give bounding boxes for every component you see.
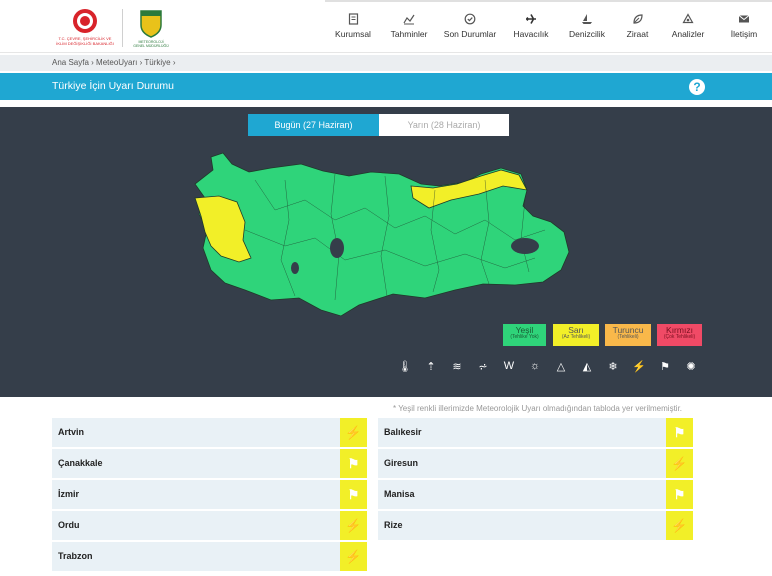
svg-text:METEOROLOJİ: METEOROLOJİ: [138, 39, 163, 44]
warning-row-trabzon[interactable]: Trabzon ⚡: [52, 542, 367, 571]
warning-row-canakkale[interactable]: Çanakkale ⚑: [52, 449, 367, 478]
lightning-icon: ⚡: [666, 511, 693, 540]
chart-icon: [403, 14, 415, 25]
document-icon: [348, 13, 358, 25]
lightning-icon: ⚡: [340, 418, 367, 447]
logo-divider: [122, 9, 123, 47]
page-title: Türkiye İçin Uyarı Durumu: [52, 80, 174, 92]
ship-icon: [582, 14, 592, 24]
svg-text:GENEL MÜDÜRLÜĞÜ: GENEL MÜDÜRLÜĞÜ: [133, 43, 169, 48]
flag-wind-icon: ⚑: [340, 480, 367, 509]
dust-icon[interactable]: ⩫: [478, 361, 488, 373]
legend-green: Yeşil (Tehlike Yok): [503, 324, 546, 346]
title-bar: Türkiye İçin Uyarı Durumu: [0, 73, 772, 100]
svg-text:T.C. ÇEVRE, ŞEHİRCİLİK VE: T.C. ÇEVRE, ŞEHİRCİLİK VE: [59, 36, 112, 41]
check-circle-icon: [464, 13, 476, 25]
storm-icon[interactable]: ✺: [686, 361, 696, 373]
flag-wind-icon[interactable]: ⚑: [660, 361, 670, 373]
turkey-warning-map[interactable]: [185, 150, 570, 325]
lightning-icon: ⚡: [340, 542, 367, 571]
snowmelt-icon[interactable]: ◭: [582, 361, 592, 373]
avalanche-icon[interactable]: △: [556, 361, 566, 373]
leaf-icon: [632, 14, 643, 24]
flag-wind-icon: ⚑: [666, 418, 693, 447]
wind-icon[interactable]: W: [503, 360, 515, 372]
lightning-icon: ⚡: [340, 511, 367, 540]
mgm-logo[interactable]: METEOROLOJİ GENEL MÜDÜRLÜĞÜ: [128, 7, 174, 49]
cold-thermometer-icon[interactable]: ⇡: [426, 361, 436, 373]
help-icon[interactable]: ?: [689, 79, 705, 95]
nav-ziraat[interactable]: Ziraat: [615, 0, 660, 53]
nav-analizler[interactable]: Analizler: [660, 0, 716, 53]
ministry-logo[interactable]: T.C. ÇEVRE, ŞEHİRCİLİK VE İKLİM DEĞİŞİKL…: [52, 7, 118, 49]
nav-kurumsal[interactable]: Kurumsal: [325, 0, 381, 53]
nav-tahminler[interactable]: Tahminler: [381, 0, 437, 53]
sun-icon[interactable]: ☼: [529, 360, 541, 372]
fog-icon[interactable]: ≋: [452, 361, 462, 373]
lightning-icon[interactable]: ⚡: [632, 361, 646, 373]
hot-thermometer-icon[interactable]: 🌡: [398, 361, 412, 373]
airplane-icon: [526, 14, 536, 24]
site-header: T.C. ÇEVRE, ŞEHİRCİLİK VE İKLİM DEĞİŞİKL…: [0, 0, 772, 53]
snow-icon[interactable]: ❄: [608, 361, 618, 373]
hazard-filter-icons: 🌡 ⇡ ≋ ⩫ W ☼ △ ◭ ❄ ⚡ ⚑ ✺: [392, 360, 704, 373]
envelope-icon: [738, 15, 750, 23]
flag-wind-icon: ⚑: [340, 449, 367, 478]
warning-row-rize[interactable]: Rize ⚡: [378, 511, 693, 540]
warning-row-manisa[interactable]: Manisa ⚑: [378, 480, 693, 509]
flag-wind-icon: ⚑: [666, 480, 693, 509]
warning-row-balikesir[interactable]: Balıkesir ⚑: [378, 418, 693, 447]
lightning-icon: ⚡: [666, 449, 693, 478]
warning-row-giresun[interactable]: Giresun ⚡: [378, 449, 693, 478]
footnote: * Yeşil renkli illerimizde Meteorolojik …: [393, 404, 683, 413]
analysis-icon: [682, 13, 694, 24]
nav-son-durumlar[interactable]: Son Durumlar: [437, 0, 503, 53]
warning-row-artvin[interactable]: Artvin ⚡: [52, 418, 367, 447]
warning-row-izmir[interactable]: İzmir ⚑: [52, 480, 367, 509]
legend-yellow: Sarı (Az Tehlikeli): [553, 324, 599, 346]
main-nav: Kurumsal Tahminler Son Durumlar Havacılı…: [325, 0, 772, 53]
breadcrumb-home[interactable]: Ana Sayfa: [52, 58, 89, 67]
breadcrumb-current[interactable]: Türkiye: [144, 58, 171, 67]
breadcrumb: Ana Sayfa › MeteoUyarı › Türkiye ›: [0, 55, 772, 71]
tab-tomorrow[interactable]: Yarın (28 Haziran): [379, 114, 509, 136]
breadcrumb-section[interactable]: MeteoUyarı: [96, 58, 138, 67]
nav-havacilik[interactable]: Havacılık: [503, 0, 559, 53]
legend-orange: Turuncu (Tehlikeli): [605, 324, 651, 346]
svg-text:İKLİM DEĞİŞİKLİĞİ BAKANLIĞI: İKLİM DEĞİŞİKLİĞİ BAKANLIĞI: [56, 41, 114, 46]
tab-today[interactable]: Bugün (27 Haziran): [248, 114, 379, 136]
warning-row-ordu[interactable]: Ordu ⚡: [52, 511, 367, 540]
nav-denizcilik[interactable]: Denizcilik: [559, 0, 615, 53]
legend-red: Kırmızı (Çok Tehlikeli): [657, 324, 702, 346]
nav-iletisim[interactable]: İletişim: [716, 0, 772, 53]
